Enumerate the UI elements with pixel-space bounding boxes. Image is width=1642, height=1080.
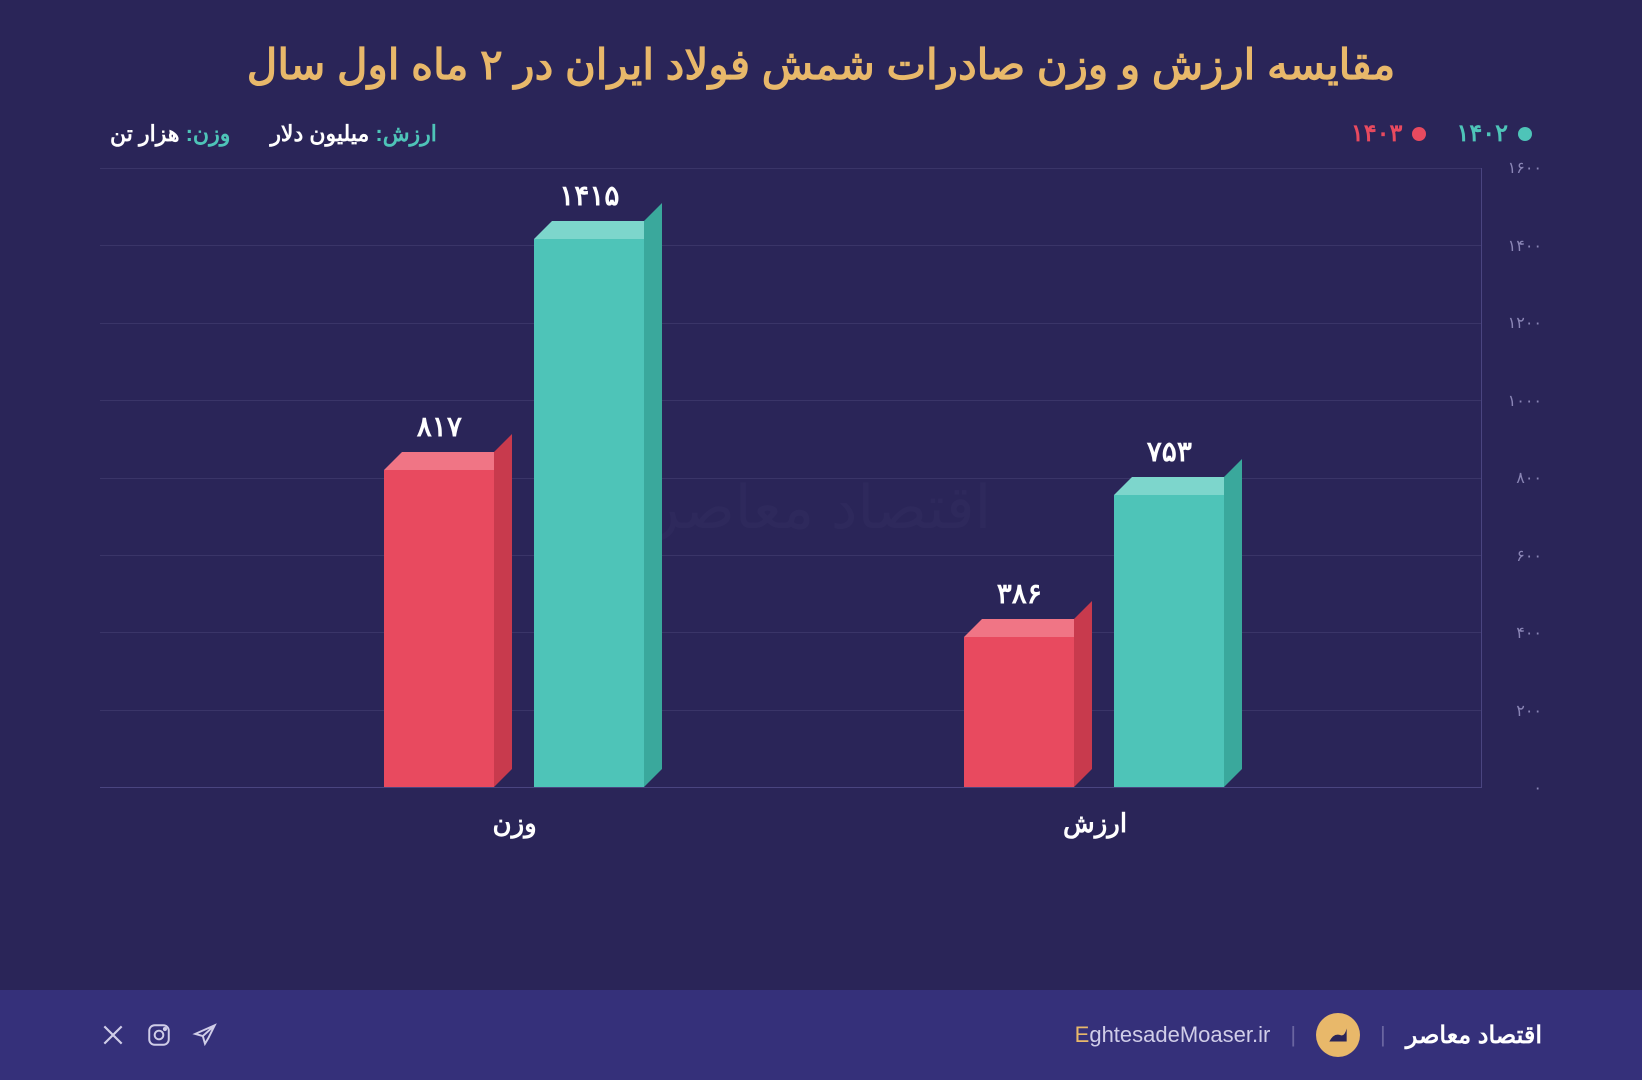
gridline: [100, 245, 1481, 246]
y-tick: ۱۴۰۰: [1492, 236, 1542, 256]
bar-group: ۷۵۳ ۳۸۶: [964, 495, 1224, 787]
legend-unit: ارزش: میلیون دلار: [270, 121, 437, 147]
y-tick: ۱۲۰۰: [1492, 313, 1542, 333]
separator: |: [1380, 1022, 1386, 1048]
telegram-icon[interactable]: [192, 1022, 218, 1048]
gridline: [100, 168, 1481, 169]
bar: ۸۱۷: [384, 470, 494, 787]
gridline: [100, 555, 1481, 556]
y-tick: ۴۰۰: [1492, 623, 1542, 643]
url-rest: ghtesadeMoaser.ir: [1089, 1022, 1270, 1047]
legend-units: ارزش: میلیون دلار وزن: هزار تن: [110, 121, 437, 147]
gridline: [100, 323, 1481, 324]
x-axis-label: ارزش: [1063, 808, 1127, 839]
x-axis-labels: ارزش وزن: [100, 798, 1482, 848]
main-area: مقایسه ارزش و وزن صادرات شمش فولاد ایران…: [0, 0, 1642, 990]
legend-item: ۱۴۰۳: [1351, 119, 1427, 148]
gridline: [100, 632, 1481, 633]
legend-label: ۱۴۰۲: [1456, 119, 1508, 148]
bar-value-label: ۱۴۱۵: [559, 179, 619, 212]
legend-row: ۱۴۰۲ ۱۴۰۳ ارزش: میلیون دلار وزن: هزار تن: [100, 119, 1542, 148]
y-tick: ۲۰۰: [1492, 701, 1542, 721]
legend-item: ۱۴۰۲: [1456, 119, 1532, 148]
y-axis: ۰۲۰۰۴۰۰۶۰۰۸۰۰۱۰۰۰۱۲۰۰۱۴۰۰۱۶۰۰: [1492, 168, 1542, 788]
legend-label: ۱۴۰۳: [1351, 119, 1403, 148]
bar: ۱۴۱۵: [534, 239, 644, 787]
brand-logo-icon: [1316, 1013, 1360, 1057]
gridline: [100, 478, 1481, 479]
plot-area: ۷۵۳ ۳۸۶ ۱۴۱۵ ۸۱۷: [100, 168, 1482, 788]
brand-name: اقتصاد معاصر: [1406, 1021, 1542, 1050]
y-tick: ۱۰۰۰: [1492, 391, 1542, 411]
gridline: [100, 400, 1481, 401]
legend-series: ۱۴۰۲ ۱۴۰۳: [1351, 119, 1532, 148]
y-tick: ۸۰۰: [1492, 468, 1542, 488]
gridline: [100, 710, 1481, 711]
legend-unit: وزن: هزار تن: [110, 121, 230, 147]
bar-value-label: ۸۱۷: [417, 410, 462, 443]
footer: اقتصاد معاصر | | EghtesadeMoaser.ir: [0, 990, 1642, 1080]
separator: |: [1290, 1022, 1296, 1048]
footer-brand: اقتصاد معاصر | | EghtesadeMoaser.ir: [1075, 1013, 1542, 1057]
url-accent: E: [1075, 1022, 1090, 1047]
legend-dot-icon: [1412, 127, 1426, 141]
bar: ۳۸۶: [964, 637, 1074, 787]
y-tick: ۱۶۰۰: [1492, 158, 1542, 178]
bar-value-label: ۷۵۳: [1147, 435, 1192, 468]
x-icon[interactable]: [100, 1022, 126, 1048]
bar: ۷۵۳: [1114, 495, 1224, 787]
chart-area: اقتصاد معاصر ۰۲۰۰۴۰۰۶۰۰۸۰۰۱۰۰۰۱۲۰۰۱۴۰۰۱۶…: [100, 168, 1542, 848]
chart-title: مقایسه ارزش و وزن صادرات شمش فولاد ایران…: [100, 40, 1542, 89]
brand-url[interactable]: EghtesadeMoaser.ir: [1075, 1022, 1271, 1048]
y-tick: ۶۰۰: [1492, 546, 1542, 566]
instagram-icon[interactable]: [146, 1022, 172, 1048]
y-tick: ۰: [1492, 778, 1542, 798]
infographic-container: مقایسه ارزش و وزن صادرات شمش فولاد ایران…: [0, 0, 1642, 1080]
bar-value-label: ۳۸۶: [997, 577, 1042, 610]
bar-group: ۱۴۱۵ ۸۱۷: [384, 239, 644, 787]
legend-dot-icon: [1518, 127, 1532, 141]
footer-socials: [100, 1022, 218, 1048]
x-axis-label: وزن: [493, 808, 537, 839]
